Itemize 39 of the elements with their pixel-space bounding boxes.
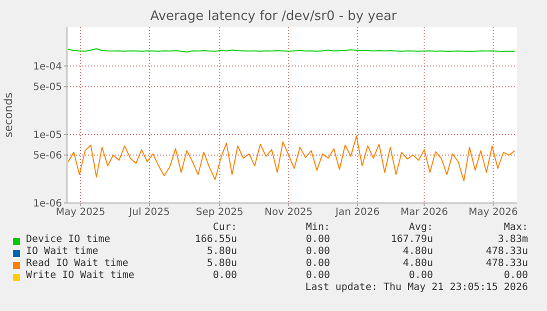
text: 0.00: [306, 258, 330, 269]
text: 0.00: [306, 246, 330, 257]
text: 4.80u: [402, 246, 433, 257]
x-tick-label: Mar 2026: [400, 207, 448, 218]
text: 5.80u: [206, 258, 237, 269]
legend-label: Read IO Wait time: [26, 258, 128, 269]
text: 3.83m: [498, 234, 528, 245]
text: Avg:: [408, 222, 433, 233]
x-tick-label: Nov 2025: [264, 207, 313, 218]
y-axis-title: seconds: [2, 92, 15, 138]
x-tick-label: May 2025: [56, 207, 106, 218]
x-tick-label: Sep 2025: [196, 207, 244, 218]
line-series: [68, 135, 516, 182]
chart-title: Average latency for /dev/sr0 - by year: [149, 9, 398, 24]
y-tick-label: 5e-05: [33, 82, 62, 94]
text: 478.33u: [486, 258, 528, 269]
text: Max:: [504, 222, 528, 233]
y-tick-label: 1e-04: [33, 61, 62, 72]
text: 4.80u: [402, 258, 433, 269]
text: 0.00: [306, 234, 330, 245]
text: 478.33u: [486, 246, 528, 257]
text: Min:: [306, 222, 330, 233]
y-tick-label: 5e-06: [33, 150, 62, 162]
legend-label: Write IO Wait time: [26, 270, 134, 281]
x-tick-label: Jul 2025: [128, 207, 170, 218]
text: 0.00: [212, 270, 237, 281]
text: Cur:: [212, 222, 237, 233]
x-tick-label: Jan 2026: [334, 207, 380, 218]
x-tick-label: May 2026: [468, 207, 518, 218]
text: 0.00: [306, 270, 330, 281]
text: 166.55u: [194, 234, 237, 245]
legend-label: Device IO time: [26, 234, 110, 245]
text: 0.00: [504, 270, 528, 281]
text: 5.80u: [206, 246, 237, 257]
text: Last update: Thu May 21 23:05:15 2026: [305, 282, 528, 293]
text: 0.00: [408, 270, 433, 281]
legend-label: IO Wait time: [26, 246, 98, 257]
text: 167.79u: [390, 234, 433, 245]
y-tick-label: 1e-05: [33, 130, 62, 142]
